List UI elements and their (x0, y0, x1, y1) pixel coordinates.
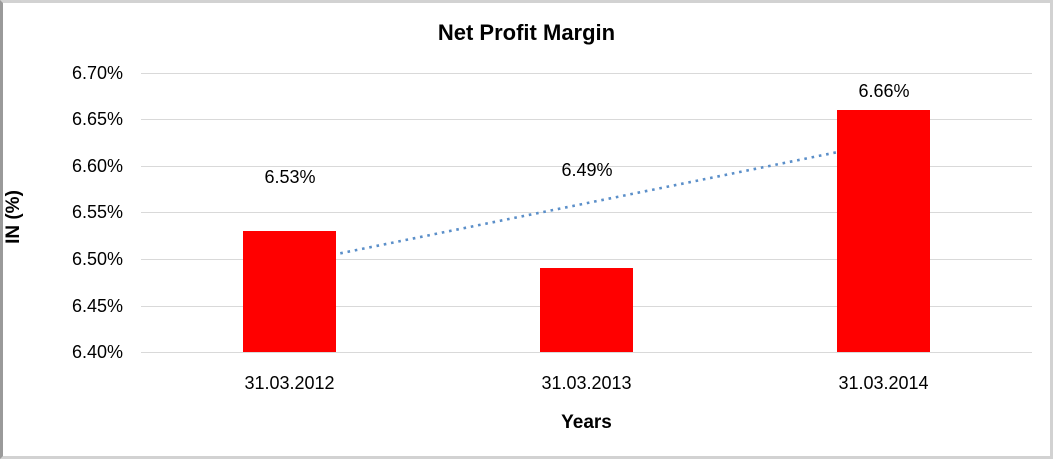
y-tick-label: 6.55% (71, 202, 123, 222)
bar-value-label: 6.49% (561, 160, 613, 180)
gridline (141, 352, 1032, 353)
y-tick-label: 6.45% (71, 296, 123, 316)
x-tick-label: 31.03.2014 (838, 373, 929, 393)
y-tick-label: 6.70% (71, 63, 123, 83)
bar-value-label: 6.53% (264, 167, 316, 187)
y-tick-label: 6.60% (71, 156, 123, 176)
bar-value-label: 6.66% (858, 81, 910, 101)
y-tick-label: 6.40% (71, 342, 123, 362)
y-tick-label: 6.65% (71, 109, 123, 129)
bar-31.03.2013 (540, 268, 633, 352)
x-tick-label: 31.03.2013 (541, 373, 632, 393)
x-axis-title: Years (561, 412, 612, 433)
x-tick-label: 31.03.2012 (244, 373, 335, 393)
bar-31.03.2014 (837, 110, 930, 352)
gridline (141, 119, 1032, 120)
chart-title: Net Profit Margin (437, 20, 616, 45)
gridline (141, 73, 1032, 74)
y-tick-label: 6.50% (71, 249, 123, 269)
bar-31.03.2012 (243, 231, 336, 352)
